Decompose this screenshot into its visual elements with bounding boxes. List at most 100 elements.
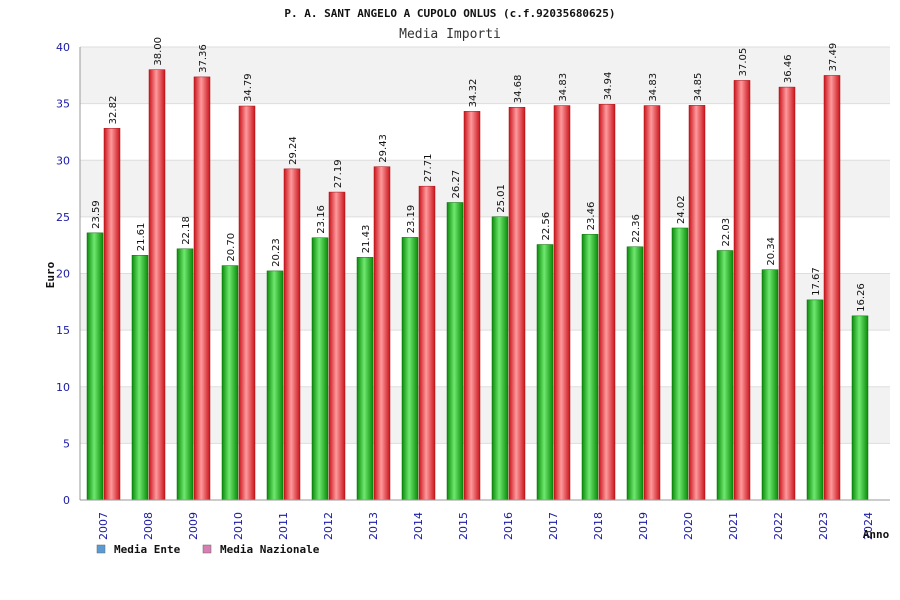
data-label: 37.49 (828, 43, 839, 72)
data-label: 22.03 (721, 218, 732, 247)
bar-media-ente-2018 (581, 234, 599, 501)
y-tick-label: 0 (63, 494, 70, 507)
bar-media-nazionale-2020 (688, 105, 706, 501)
plot-band (80, 47, 890, 104)
y-tick-label: 35 (56, 98, 70, 111)
y-tick-label: 5 (63, 437, 70, 450)
data-label: 29.24 (288, 136, 299, 165)
bar-media-nazionale-2014 (418, 185, 436, 501)
y-tick-label: 15 (56, 324, 70, 337)
y-tick-label: 40 (56, 41, 70, 54)
x-tick-label: 2010 (232, 512, 245, 540)
data-label: 34.32 (468, 79, 479, 108)
plot-background (80, 47, 890, 500)
bar-media-ente-2010 (221, 265, 239, 501)
data-label: 27.19 (333, 159, 344, 188)
bar-media-nazionale-2019 (643, 105, 661, 501)
data-label: 37.05 (738, 48, 749, 77)
bar-media-nazionale-2009 (193, 76, 211, 501)
data-label: 34.85 (693, 73, 704, 102)
bar-media-ente-2008 (131, 255, 149, 501)
bar-media-ente-2014 (401, 237, 419, 501)
legend-item-media-ente[interactable]: Media Ente (96, 543, 181, 556)
bar-media-nazionale-2023 (823, 75, 841, 501)
bar-media-nazionale-2007 (103, 128, 121, 501)
bar-media-ente-2012 (311, 237, 329, 501)
data-label: 34.83 (648, 73, 659, 102)
legend-label-media-ente: Media Ente (114, 543, 181, 556)
x-tick-label: 2012 (322, 512, 335, 540)
data-label: 22.18 (181, 216, 192, 245)
data-label: 36.46 (783, 54, 794, 83)
data-label: 34.79 (243, 73, 254, 102)
y-tick-label: 20 (56, 268, 70, 281)
data-label: 23.59 (91, 200, 102, 229)
bar-media-nazionale-2022 (778, 86, 796, 501)
plot-band (80, 216, 890, 274)
data-label: 38.00 (153, 37, 164, 66)
bar-media-ente-2017 (536, 244, 554, 501)
data-label: 27.71 (423, 154, 434, 183)
x-tick-label: 2022 (772, 512, 785, 540)
x-tick-label: 2009 (187, 512, 200, 540)
bar-media-nazionale-2015 (463, 111, 481, 501)
plot-band (80, 330, 890, 387)
legend-item-media-nazionale[interactable]: Media Nazionale (202, 543, 320, 556)
bar-media-nazionale-2010 (238, 105, 256, 501)
x-tick-label: 2019 (637, 512, 650, 540)
bar-media-ente-2020 (671, 227, 689, 501)
data-label: 22.56 (541, 212, 552, 241)
x-tick-label: 2018 (592, 512, 605, 540)
bar-media-ente-2015 (446, 202, 464, 501)
bar-media-ente-2023 (806, 299, 824, 501)
bar-media-ente-2024 (851, 315, 869, 501)
data-label: 20.70 (226, 233, 237, 262)
bar-media-ente-2011 (266, 270, 284, 501)
data-label: 25.01 (496, 184, 507, 213)
data-label: 37.36 (198, 44, 209, 73)
data-label: 21.61 (136, 223, 147, 252)
bar-media-nazionale-2008 (148, 69, 166, 501)
plot-band (80, 273, 890, 331)
x-tick-label: 2023 (817, 512, 830, 540)
bar-media-nazionale-2018 (598, 104, 616, 501)
plot-band (80, 103, 890, 161)
data-label: 20.23 (271, 238, 282, 267)
plot-band (80, 386, 890, 444)
data-label: 26.27 (451, 170, 462, 199)
data-label: 16.26 (856, 283, 867, 312)
chart-subtitle: Media Importi (399, 27, 501, 42)
x-tick-label: 2020 (682, 512, 695, 540)
bar-media-nazionale-2021 (733, 80, 751, 501)
y-tick-label: 25 (56, 211, 70, 224)
y-tick-label: 10 (56, 381, 70, 394)
bar-media-nazionale-2012 (328, 191, 346, 501)
data-labels: 23.59 32.82 21.61 38.00 22.18 37.36 20.70 34.79… (91, 37, 867, 312)
x-tick-label: 2013 (367, 512, 380, 540)
chart-title: P. A. SANT ANGELO A CUPOLO ONLUS (c.f.92… (284, 7, 615, 20)
x-axis-ticks: 2007 2008 2009 2010 2011 2012 2013 2014 2015 2016… (97, 512, 875, 540)
bar-media-nazionale-2011 (283, 168, 301, 501)
data-label: 17.67 (811, 267, 822, 296)
y-axis-ticks: 0 5 10 15 20 25 30 35 40 (56, 41, 70, 507)
x-tick-label: 2008 (142, 512, 155, 540)
data-label: 23.16 (316, 205, 327, 234)
legend: Media Ente Media Nazionale (96, 543, 320, 556)
x-tick-label: 2015 (457, 512, 470, 540)
y-tick-label: 30 (56, 154, 70, 167)
x-axis-label: Anno (863, 528, 890, 541)
data-label: 21.43 (361, 225, 372, 254)
data-label: 23.46 (586, 202, 597, 231)
legend-swatch-media-ente (96, 544, 106, 554)
bar-media-nazionale-2017 (553, 105, 571, 501)
data-label: 34.83 (558, 73, 569, 102)
bar-media-ente-2009 (176, 248, 194, 501)
data-label: 34.94 (603, 72, 614, 101)
bar-media-ente-2019 (626, 246, 644, 501)
plot-band (80, 443, 890, 500)
x-tick-label: 2014 (412, 512, 425, 540)
x-tick-label: 2017 (547, 512, 560, 540)
y-axis-label: Euro (44, 261, 57, 288)
